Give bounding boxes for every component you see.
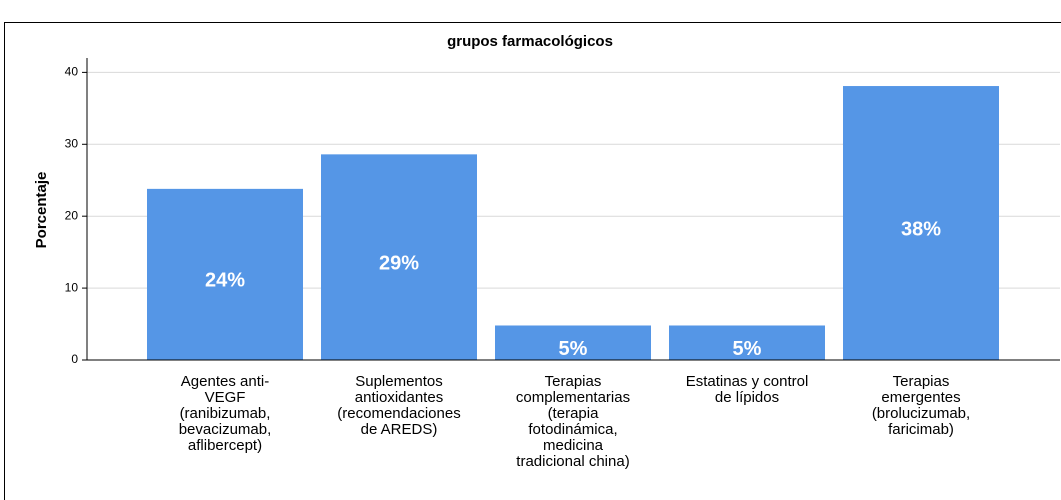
value-label: 38%	[901, 218, 941, 240]
x-tick-label-line: emergentes	[881, 389, 960, 406]
x-tick-label-line: complementarias	[516, 389, 630, 406]
x-tick-label-line: Agentes anti-	[181, 373, 269, 390]
x-tick-label-line: bevacizumab,	[179, 421, 272, 438]
bar	[495, 325, 651, 360]
x-tick-label-line: (terapia	[548, 405, 600, 422]
bar	[843, 86, 999, 361]
x-tick-label: Agentes anti-VEGF (ranibizumab, bevacizuma…	[179, 373, 272, 454]
value-label: 29%	[379, 252, 419, 274]
x-tick-label-line: de AREDS)	[361, 421, 438, 438]
x-tick-label-line: fotodinámica,	[528, 421, 617, 438]
x-tick-label-line: (ranibizumab,	[180, 405, 271, 422]
bar	[147, 188, 303, 360]
value-label: 5%	[733, 338, 762, 360]
chart-title: grupos farmacológicos	[447, 33, 613, 50]
x-tick-label: Estatinas y control de lípidos	[686, 373, 809, 406]
y-tick-label: 10	[65, 280, 79, 294]
x-tick-label-line: aflibercept)	[188, 437, 262, 454]
x-tick-label-line: Suplementos	[355, 373, 443, 390]
x-tick-label-line: faricimab)	[888, 421, 954, 438]
bar	[321, 154, 477, 360]
value-label: 5%	[559, 338, 588, 360]
x-tick-label-line: Terapias	[545, 373, 602, 390]
x-tick-label: Terapias complementarias (terapia fotodinám…	[516, 373, 630, 470]
x-tick-label-line: (brolucizumab,	[872, 405, 970, 422]
x-tick-label: Suplementos antioxidantes (recomendaciones…	[337, 373, 460, 438]
y-tick-label: 0	[71, 352, 78, 366]
bar	[669, 325, 825, 360]
x-tick-label-line: antioxidantes	[355, 389, 443, 406]
x-tick-label-line: Estatinas y control	[686, 373, 809, 390]
x-tick-label-line: Terapias	[893, 373, 950, 390]
x-tick-label-line: tradicional china)	[516, 453, 629, 470]
x-tick-label-line: medicina	[543, 437, 604, 454]
y-tick-label: 20	[65, 208, 79, 222]
y-tick-label: 40	[65, 65, 79, 79]
y-axis-label: Porcentaje	[33, 172, 50, 249]
y-tick-label: 30	[65, 136, 79, 150]
value-label: 24%	[205, 270, 245, 292]
x-tick-label-line: de lípidos	[715, 389, 779, 406]
chart-frame	[4, 22, 1061, 500]
x-tick-label-line: VEGF	[205, 389, 246, 406]
x-tick-label: Terapias emergentes (brolucizumab, faricima…	[872, 373, 970, 438]
x-tick-label-line: (recomendaciones	[337, 405, 460, 422]
